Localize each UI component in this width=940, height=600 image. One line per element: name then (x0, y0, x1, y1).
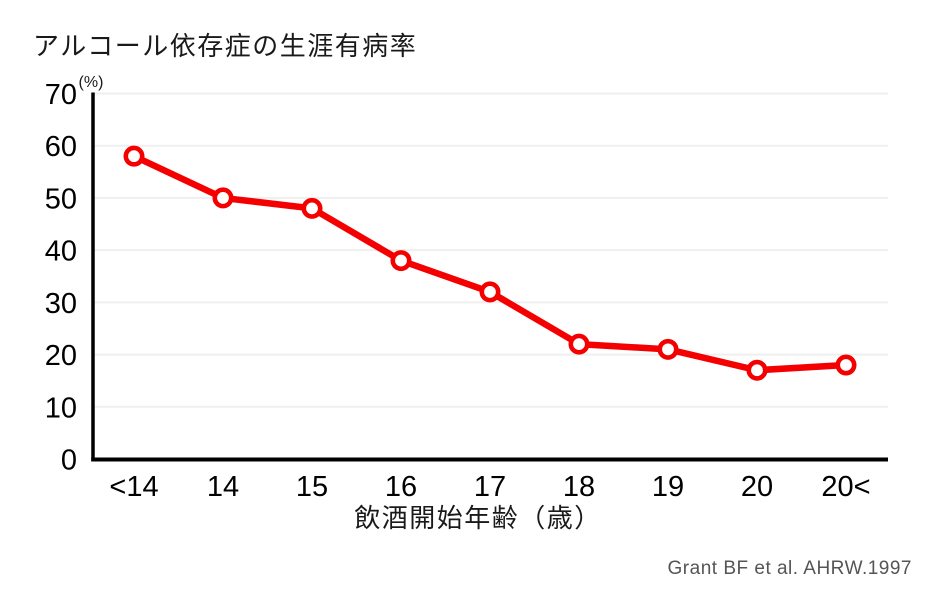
y-tick-label: 70 (45, 79, 77, 111)
data-point-marker (746, 359, 768, 381)
data-point-marker (479, 281, 501, 303)
axis-layer (91, 92, 888, 462)
x-tick-label: 15 (296, 471, 328, 503)
x-tick-label: 14 (207, 471, 239, 503)
series-layer (123, 145, 857, 381)
data-point-marker (835, 354, 857, 376)
y-tick-label: 10 (45, 392, 77, 424)
data-point-marker (390, 250, 412, 272)
x-tick-label: <14 (109, 471, 158, 503)
source-citation: Grant BF et al. AHRW.1997 (667, 558, 912, 579)
data-point-marker (657, 338, 679, 360)
x-tick-label: 16 (385, 471, 417, 503)
x-tick-label: 19 (652, 471, 684, 503)
tick-label-layer: 0 10 20 30 40 50 60 70 <14 14 15 16 17 18 19 20 20< (45, 79, 871, 503)
y-tick-label: 20 (45, 340, 77, 372)
x-tick-label: 20< (821, 471, 870, 503)
data-point-marker (123, 145, 145, 167)
x-axis-title: 飲酒開始年齢（歳） (354, 503, 602, 533)
y-axis-unit-label: (%) (79, 74, 104, 91)
data-point-marker (301, 197, 323, 219)
y-tick-label: 60 (45, 131, 77, 163)
x-tick-label: 18 (563, 471, 595, 503)
gridline-layer (93, 92, 888, 408)
y-tick-label: 30 (45, 288, 77, 320)
data-point-marker (212, 187, 234, 209)
x-tick-label: 20 (741, 471, 773, 503)
data-point-marker (568, 333, 590, 355)
data-line (130, 152, 850, 374)
y-tick-label: 0 (61, 445, 77, 477)
chart-title: アルコール依存症の生涯有病率 (33, 31, 418, 61)
y-tick-label: 40 (45, 236, 77, 268)
x-tick-label: 17 (474, 471, 506, 503)
y-tick-label: 50 (45, 183, 77, 215)
